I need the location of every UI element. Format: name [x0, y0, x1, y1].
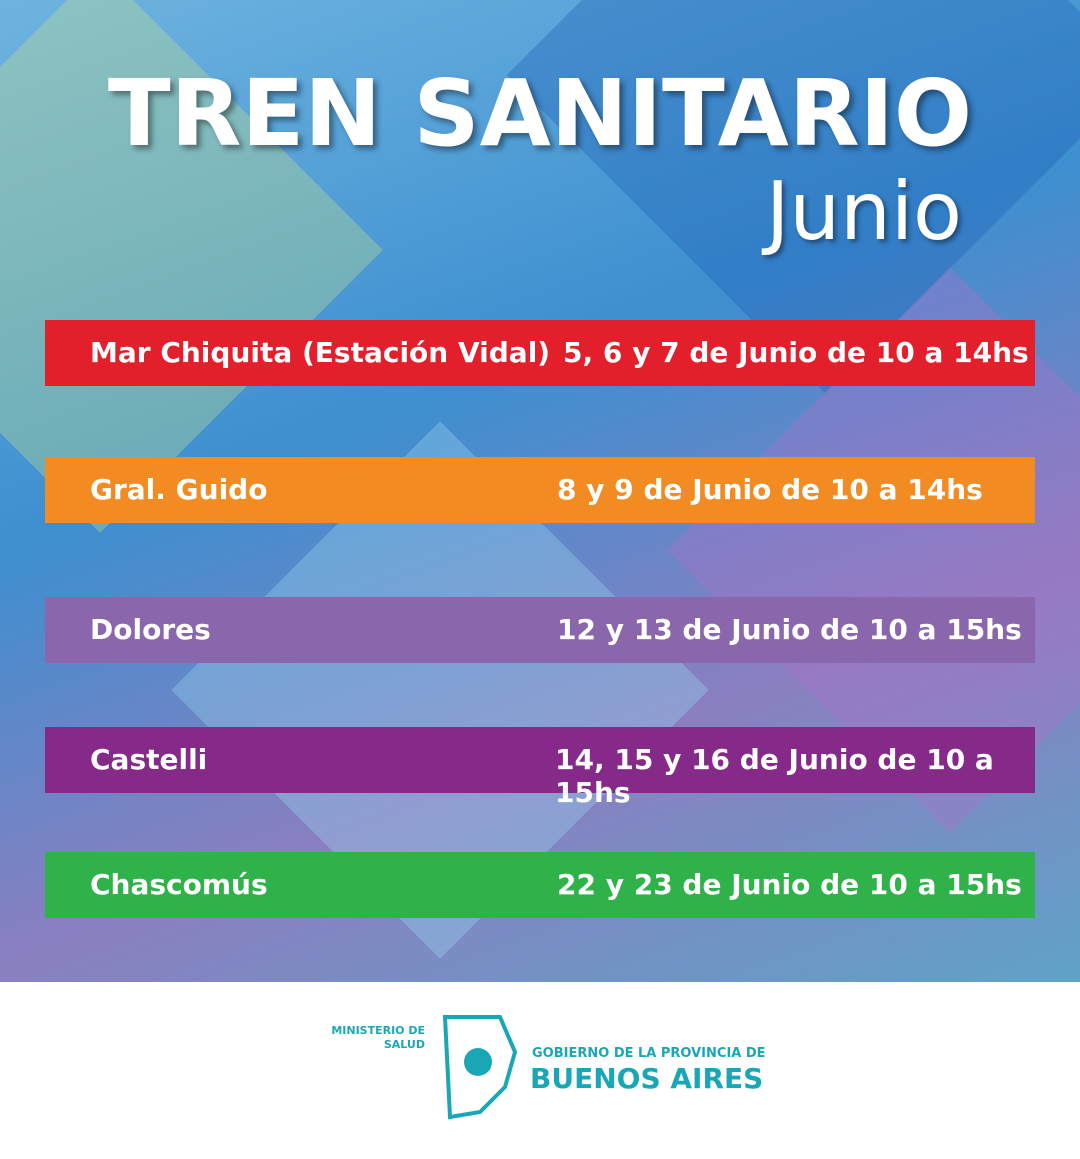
dates: 5, 6 y 7 de Junio de 10 a 14hs — [563, 336, 1029, 369]
place: Mar Chiquita (Estación Vidal) — [90, 336, 551, 369]
dates: 14, 15 y 16 de Junio de 10 a 15hs — [555, 743, 994, 809]
ministry: MINISTERIO DE SALUD — [331, 1024, 425, 1051]
place: Castelli — [90, 743, 208, 776]
dates: 22 y 23 de Junio de 10 a 15hs — [557, 868, 1022, 901]
dates: 12 y 13 de Junio de 10 a 15hs — [557, 613, 1022, 646]
schedule-row: Chascomús 22 y 23 de Junio de 10 a 15hs — [45, 852, 1035, 918]
title: TREN SANITARIO — [107, 60, 973, 167]
place: Chascomús — [90, 868, 268, 901]
logo — [442, 1015, 518, 1120]
subtitle: Junio — [765, 165, 962, 258]
province: BUENOS AIRES — [530, 1062, 764, 1095]
schedule-row: Mar Chiquita (Estación Vidal) 5, 6 y 7 de… — [45, 320, 1035, 386]
schedule-row: Castelli 14, 15 y 16 de Junio de 10 a 15h… — [45, 727, 1035, 809]
government: GOBIERNO DE LA PROVINCIA DE — [532, 1046, 766, 1061]
footer: MINISTERIO DE SALUD GOBIERNO DE LA PROVI… — [0, 982, 1080, 1159]
dates: 8 y 9 de Junio de 10 a 14hs — [557, 473, 983, 506]
schedule-row: Dolores 12 y 13 de Junio de 10 a 15hs — [45, 597, 1035, 663]
schedule-row: Gral. Guido 8 y 9 de Junio de 10 a 14hs — [45, 457, 1035, 523]
place: Dolores — [90, 613, 211, 646]
place: Gral. Guido — [90, 473, 268, 506]
